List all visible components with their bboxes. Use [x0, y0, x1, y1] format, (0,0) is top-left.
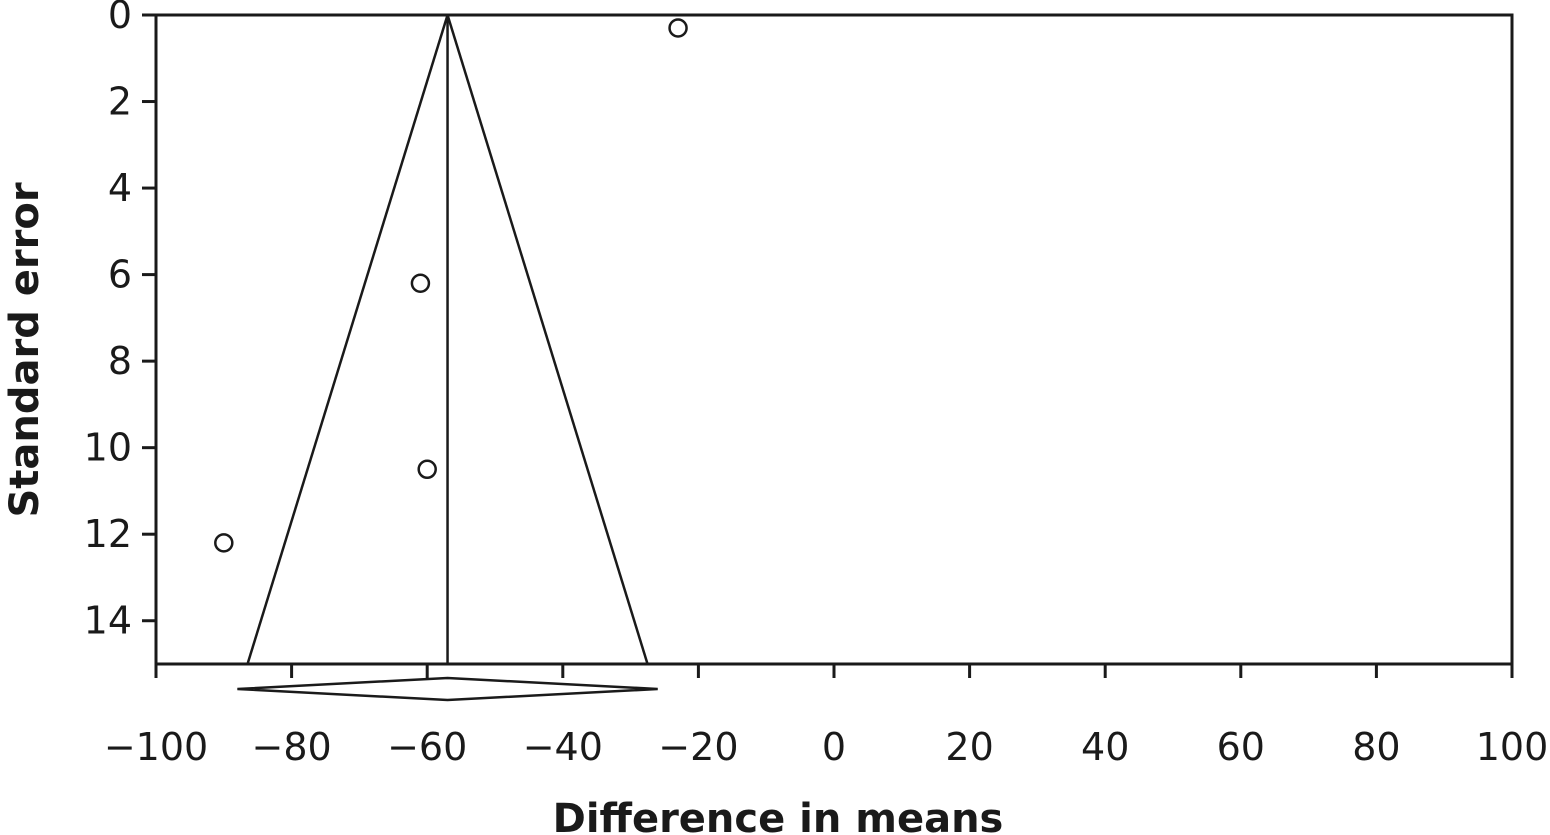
x-tick-label-6: 20: [945, 725, 993, 769]
data-point-4: [214, 533, 234, 553]
x-tick-label-0: −100: [104, 725, 208, 769]
x-axis-title: Difference in means: [553, 796, 1004, 835]
x-tick-label-2: −60: [387, 725, 467, 769]
x-tick-label-10: 100: [1476, 725, 1549, 769]
funnel-group: [246, 14, 649, 665]
y-tick-label-5: 10: [84, 426, 132, 470]
data-points-group: [214, 18, 688, 553]
y-tick-label-2: 4: [108, 166, 132, 210]
summary-diamond: [237, 676, 658, 702]
funnel-right-boundary: [446, 14, 649, 665]
funnel-left-boundary: [246, 14, 449, 665]
y-tick-label-6: 12: [84, 512, 132, 556]
y-tick-label-7: 14: [84, 599, 132, 643]
plot-frame-group: [154, 13, 1514, 666]
y-axis: 0 2 4 6 8 10 12 14: [84, 0, 156, 643]
plot-frame: [154, 13, 1514, 666]
data-point-3: [417, 459, 437, 480]
x-tick-label-3: −40: [523, 725, 603, 769]
x-tick-label-8: 60: [1217, 725, 1265, 769]
x-tick-label-4: −20: [658, 725, 738, 769]
x-tick-label-7: 40: [1081, 725, 1129, 769]
summary-diamond-group: [237, 676, 658, 702]
y-tick-label-1: 2: [108, 80, 132, 124]
data-point-2: [410, 273, 431, 294]
y-axis-title: Standard error: [2, 182, 48, 517]
x-tick-label-9: 80: [1352, 725, 1400, 769]
data-point-1: [668, 18, 688, 38]
x-tick-label-5: 0: [822, 725, 846, 769]
y-tick-label-3: 6: [108, 253, 132, 297]
y-tick-label-4: 8: [108, 339, 132, 383]
y-tick-label-0: 0: [108, 0, 132, 37]
x-tick-label-1: −80: [251, 725, 331, 769]
x-axis: −100 −80 −60 −40 −20 0 20 40 60 80 100: [104, 664, 1548, 769]
